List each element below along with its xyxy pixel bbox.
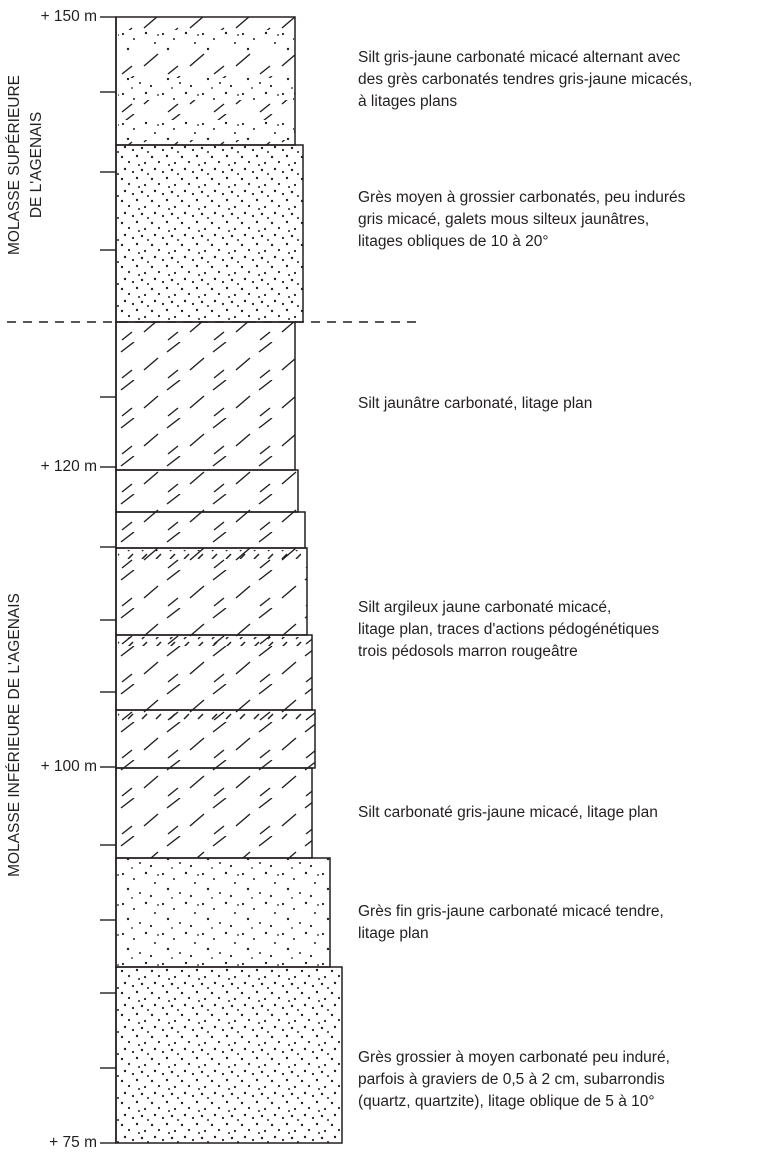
scale-label: + 120 m <box>41 458 97 475</box>
layer <box>116 768 312 858</box>
paleosol <box>118 712 309 721</box>
layer <box>116 322 295 470</box>
layer <box>116 470 298 512</box>
description: trois pédosols marron rougeâtre <box>358 643 578 660</box>
sand-band <box>118 30 294 52</box>
layer <box>116 967 342 1143</box>
description: litages obliques de 10 à 20° <box>358 233 549 250</box>
scale-label: + 100 m <box>41 758 97 775</box>
unit-label: MOLASSE SUPÉRIEURE <box>6 75 23 255</box>
description: Silt gris-jaune carbonaté micacé alterna… <box>358 49 680 66</box>
description: litage plan <box>358 925 429 942</box>
description: (quartz, quartzite), litage oblique de 5… <box>358 1093 655 1110</box>
description: gris micacé, galets mous silteux jaunâtr… <box>358 211 649 228</box>
stratigraphic-column: + 150 m + 120 m + 100 m + 75 m MOLASSE SUPÉR… <box>0 0 771 1154</box>
scale-label: + 150 m <box>41 8 97 25</box>
sand-band <box>118 78 294 100</box>
description: litage plan, traces d'actions pédogénéti… <box>358 621 659 638</box>
description: Silt jaunâtre carbonaté, litage plan <box>358 395 592 412</box>
description: des grès carbonatés tendres gris-jaune m… <box>358 71 692 88</box>
description: Grès moyen à grossier carbonatés, peu in… <box>358 189 686 206</box>
layer <box>116 512 305 548</box>
description: Grès grossier à moyen carbonaté peu indu… <box>358 1049 670 1066</box>
unit-label: DE L'AGENAIS <box>28 112 45 218</box>
description: à litages plans <box>358 93 457 110</box>
description: Silt argileux jaune carbonaté micacé, <box>358 599 611 616</box>
paleosol <box>118 637 306 646</box>
layer <box>116 635 312 710</box>
layer <box>116 145 303 322</box>
paleosol <box>118 550 301 559</box>
scale-label: + 75 m <box>49 1134 97 1151</box>
layer <box>116 858 330 967</box>
description: Silt carbonaté gris-jaune micacé, litage… <box>358 804 658 821</box>
sand-band <box>118 120 294 140</box>
description: Grès fin gris-jaune carbonaté micacé ten… <box>358 903 664 920</box>
description: parfois à graviers de 0,5 à 2 cm, subarr… <box>358 1071 665 1088</box>
layer <box>116 548 307 635</box>
unit-label: MOLASSE INFÉRIEURE DE L'AGENAIS <box>6 593 23 877</box>
